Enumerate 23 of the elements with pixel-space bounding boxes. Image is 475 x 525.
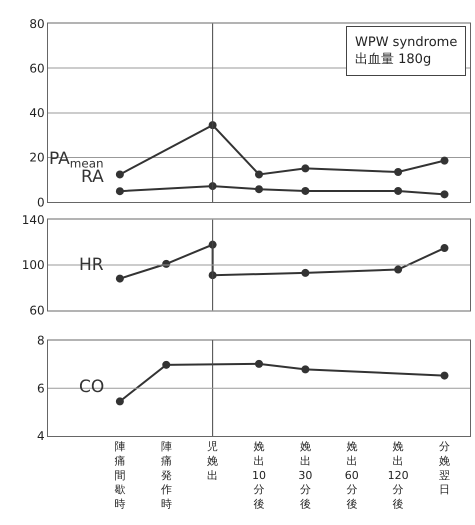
y-tick-label: 60 <box>29 61 45 76</box>
y-tick-label: 100 <box>22 258 45 272</box>
y-tick-label: 6 <box>36 381 45 396</box>
y-tick-label: 40 <box>29 106 45 120</box>
y-tick-label: 8 <box>36 334 45 348</box>
series-label: HR <box>79 255 104 275</box>
y-tick-label: 0 <box>36 195 45 210</box>
y-tick-label: 80 <box>29 16 45 31</box>
x-tick-label: 分娩翌日 <box>438 440 450 496</box>
series-label: CO <box>79 377 104 397</box>
y-tick-label: 4 <box>36 429 45 444</box>
annotation: WPW syndrome <box>355 35 458 50</box>
y-tick-label: 60 <box>29 303 45 318</box>
x-tick-label: 児娩出 <box>207 440 218 482</box>
x-tick-label: 娩出10分後 <box>252 440 266 510</box>
x-tick-label: 陣痛発作時 <box>160 440 172 510</box>
x-tick-label: 娩出60分後 <box>344 440 359 510</box>
y-tick-label: 140 <box>22 212 45 227</box>
x-tick-label: 陣痛間歇時 <box>114 440 126 510</box>
x-tick-label: 娩出30分後 <box>298 440 312 510</box>
x-tick-label: 娩出120分後 <box>388 440 409 510</box>
y-tick-label: 20 <box>29 150 45 165</box>
annotation: 出血量 180g <box>355 52 432 67</box>
